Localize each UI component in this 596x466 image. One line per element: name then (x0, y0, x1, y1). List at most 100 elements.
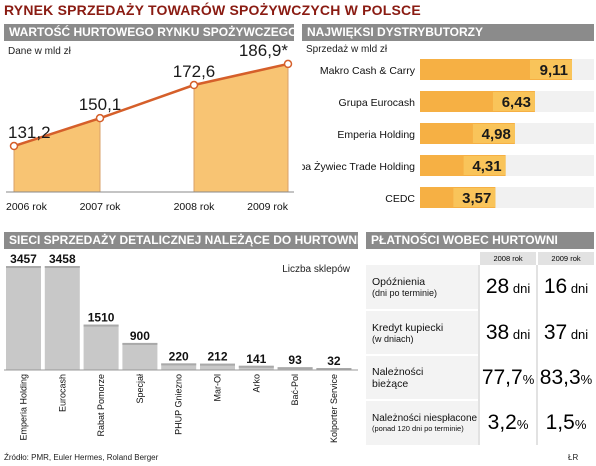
store-count-label: 3458 (49, 252, 76, 266)
row-label-main: Należności niespłacone (372, 413, 478, 424)
x-tick-label: 2007 rok (80, 201, 122, 213)
store-count-bar (122, 342, 158, 370)
cell-unit: dni (570, 327, 589, 342)
payments-cell: 77,7% (478, 355, 538, 400)
bar-top-edge (200, 363, 235, 366)
cell-value: 77,7 (481, 365, 523, 389)
store-count-label: 212 (207, 350, 227, 364)
store-count-label: 32 (327, 354, 341, 368)
payments-col-2008: 2008 rok (478, 252, 538, 265)
bar-value-box (530, 60, 572, 79)
bar-top-edge (161, 363, 197, 366)
payments-col-2009: 2009 rok (536, 252, 594, 265)
payments-row-label: Kredyt kupiecki (w dniach) (366, 309, 480, 355)
payments-panel-title: PŁATNOŚCI WOBEC HURTOWNI (366, 232, 594, 249)
cell-value: 16 (543, 275, 568, 298)
distributor-name: Makro Cash & Carry (320, 65, 416, 77)
market-value-line (9, 59, 293, 151)
payments-cell: 37 dni (536, 310, 594, 355)
payments-row-receivables: Należności bieżące 77,7% 83,3% (366, 354, 594, 400)
row-label-main: Opóźnienia (372, 276, 426, 288)
cell-value: 37 (543, 321, 568, 344)
payments-cell: 83,3% (536, 355, 594, 400)
chain-owner-label: Kolporter Service (329, 374, 339, 443)
x-tick-label: 2006 rok (6, 201, 48, 213)
store-count-bar (6, 266, 41, 370)
store-count-bar (200, 363, 235, 370)
payments-cell: 38 dni (478, 310, 538, 355)
distributor-name: Grupa Żywiec Trade Holding (302, 160, 415, 173)
bar-value-label: 4,31 (472, 158, 501, 175)
cell-unit: % (580, 371, 593, 387)
payments-cell: 3,2% (478, 400, 538, 445)
value-point (283, 59, 293, 69)
payments-cell: 28 dni (478, 265, 538, 310)
distributors-panel-title: NAJWIĘKSI DYSTRYBUTORZY (302, 24, 594, 41)
payments-table: 2008 rok 2009 rok Opóźnienia (dni po ter… (366, 252, 594, 445)
value-label: 131,2 (8, 123, 51, 142)
store-count-label: 141 (246, 352, 266, 366)
cell-value: 28 (485, 275, 510, 298)
payments-table-wrap: 2008 rok 2009 rok Opóźnienia (dni po ter… (366, 252, 594, 450)
chain-owner-label: Rabat Pomorze (96, 374, 106, 437)
cell-value: 83,3 (539, 365, 581, 389)
cell-value: 3,2 (487, 410, 517, 434)
bar-value-box (453, 188, 496, 207)
bar-top-edge (122, 342, 158, 345)
market-value-panel-title: WARTOŚĆ HURTOWEGO RYNKU SPOŻYWCZEGO (4, 24, 294, 41)
retail-chains-unit: Liczba sklepów (282, 264, 351, 275)
payments-row-delays: Opóźnienia (dni po terminie) 28 dni 16 d… (366, 265, 594, 310)
cell-unit: dni (512, 281, 531, 296)
cell-value: 38 (485, 321, 510, 344)
value-label: 150,1 (79, 95, 122, 114)
chain-owner-label: Emperia Holding (19, 374, 29, 441)
distributors-chart: 9,11 Makro Cash & Carry 6,43 Grupa Eurocash… (302, 59, 594, 208)
bar-top-edge (44, 266, 80, 268)
distributor-name: Grupa Eurocash (339, 97, 416, 109)
distributor-name: Emperia Holding (337, 129, 415, 141)
cell-unit: dni (570, 281, 589, 296)
store-count-label: 93 (288, 353, 302, 367)
bar-value-box (472, 124, 515, 143)
area-segment (14, 118, 100, 192)
bar-value-label: 9,11 (540, 62, 568, 79)
chain-owner-label: PHUP Gniezno (174, 374, 184, 435)
bar-top-edge (277, 367, 313, 370)
bar-value-box (492, 92, 535, 111)
payments-cell: 16 dni (536, 265, 594, 310)
cell-unit: % (522, 371, 535, 387)
store-count-bar (161, 363, 197, 370)
bar-top-edge (83, 324, 119, 327)
store-count-label: 1510 (88, 311, 115, 325)
bar-top-edge (238, 365, 274, 368)
value-line (13, 62, 289, 148)
chain-owner-label: Specjał (135, 374, 145, 404)
chain-owner-label: Mar-Ol (213, 374, 223, 402)
retail-chains-chart: Liczba sklepów 3457 Emperia Holding 3458 Eu… (4, 252, 358, 443)
cell-unit: dni (512, 327, 531, 342)
bar-value-label: 4,98 (482, 126, 511, 143)
bar-value-box (463, 156, 506, 175)
payments-row-label: Należności niespłacone (ponad 120 dni po… (366, 399, 480, 445)
distributors-unit: Sprzedaż w mld zł (306, 44, 388, 55)
payments-header-row: 2008 rok 2009 rok (366, 252, 594, 265)
row-label-sub: (dni po terminie) (372, 288, 438, 298)
market-value-labels: 131,2 2006 rok 150,1 2007 rok 172,6 2008 rok 1… (6, 42, 289, 213)
payments-cell: 1,5% (536, 400, 594, 445)
cell-unit: % (574, 416, 587, 432)
row-label-main: Należności (372, 365, 424, 378)
payments-row-label: Opóźnienia (dni po terminie) (366, 265, 480, 310)
x-tick-label: 2008 rok (174, 201, 216, 213)
bar-top-edge (6, 266, 41, 269)
store-count-bar (83, 324, 119, 370)
payments-row-label: Należności bieżące (366, 354, 480, 400)
row-label-sub: bieżące (372, 377, 409, 390)
value-point (95, 113, 105, 123)
page-title: RYNEK SPRZEDAŻY TOWARÓW SPOŻYWCZYCH W PO… (4, 2, 421, 18)
market-value-unit: Dane w mld zł (8, 46, 71, 57)
value-label: 186,9* (239, 42, 289, 60)
store-count-bar (44, 266, 80, 370)
value-label: 172,6 (173, 62, 216, 81)
source-note: Źródło: PMR, Euler Hermes, Roland Berger (4, 453, 159, 462)
author-credit: ŁR (568, 453, 579, 462)
